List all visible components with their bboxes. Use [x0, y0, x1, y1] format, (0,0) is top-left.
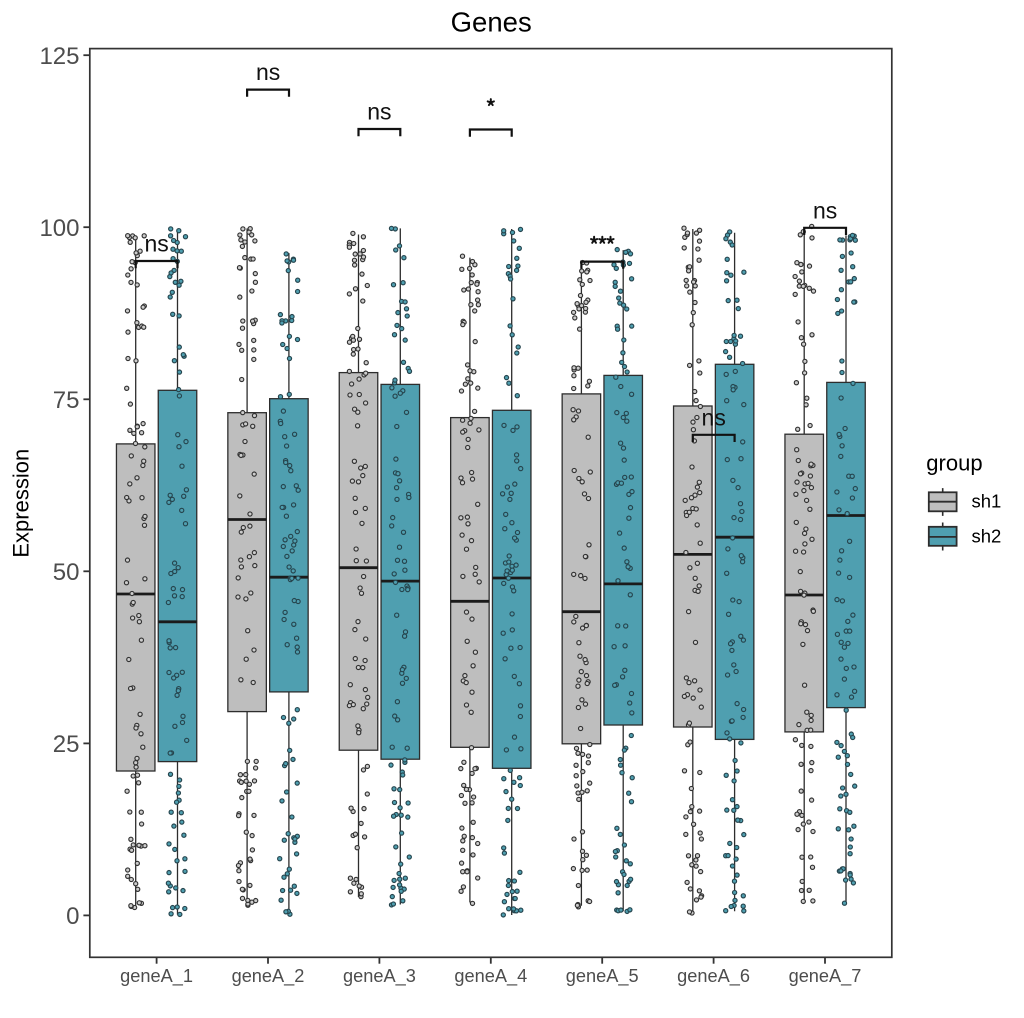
svg-text:geneA_5: geneA_5 [566, 966, 639, 987]
svg-text:group: group [926, 451, 982, 476]
svg-text:ns: ns [702, 404, 726, 430]
svg-text:ns: ns [144, 231, 168, 257]
svg-text:125: 125 [39, 43, 79, 70]
svg-text:Expression: Expression [9, 449, 34, 558]
svg-text:75: 75 [53, 387, 80, 414]
svg-text:ns: ns [367, 99, 391, 125]
svg-text:geneA_3: geneA_3 [343, 966, 416, 987]
svg-text:100: 100 [39, 215, 79, 242]
svg-text:geneA_7: geneA_7 [789, 966, 862, 987]
svg-text:geneA_6: geneA_6 [677, 966, 750, 987]
svg-text:geneA_4: geneA_4 [454, 966, 527, 987]
svg-text:Genes: Genes [451, 7, 532, 38]
svg-text:sh2: sh2 [972, 525, 1002, 546]
svg-text:sh1: sh1 [972, 491, 1002, 512]
svg-text:geneA_1: geneA_1 [120, 966, 193, 987]
svg-text:ns: ns [813, 197, 837, 223]
svg-text:25: 25 [53, 731, 80, 758]
svg-text:geneA_2: geneA_2 [232, 966, 305, 987]
svg-text:ns: ns [256, 59, 280, 85]
svg-text:50: 50 [53, 559, 80, 586]
svg-text:0: 0 [66, 903, 79, 930]
